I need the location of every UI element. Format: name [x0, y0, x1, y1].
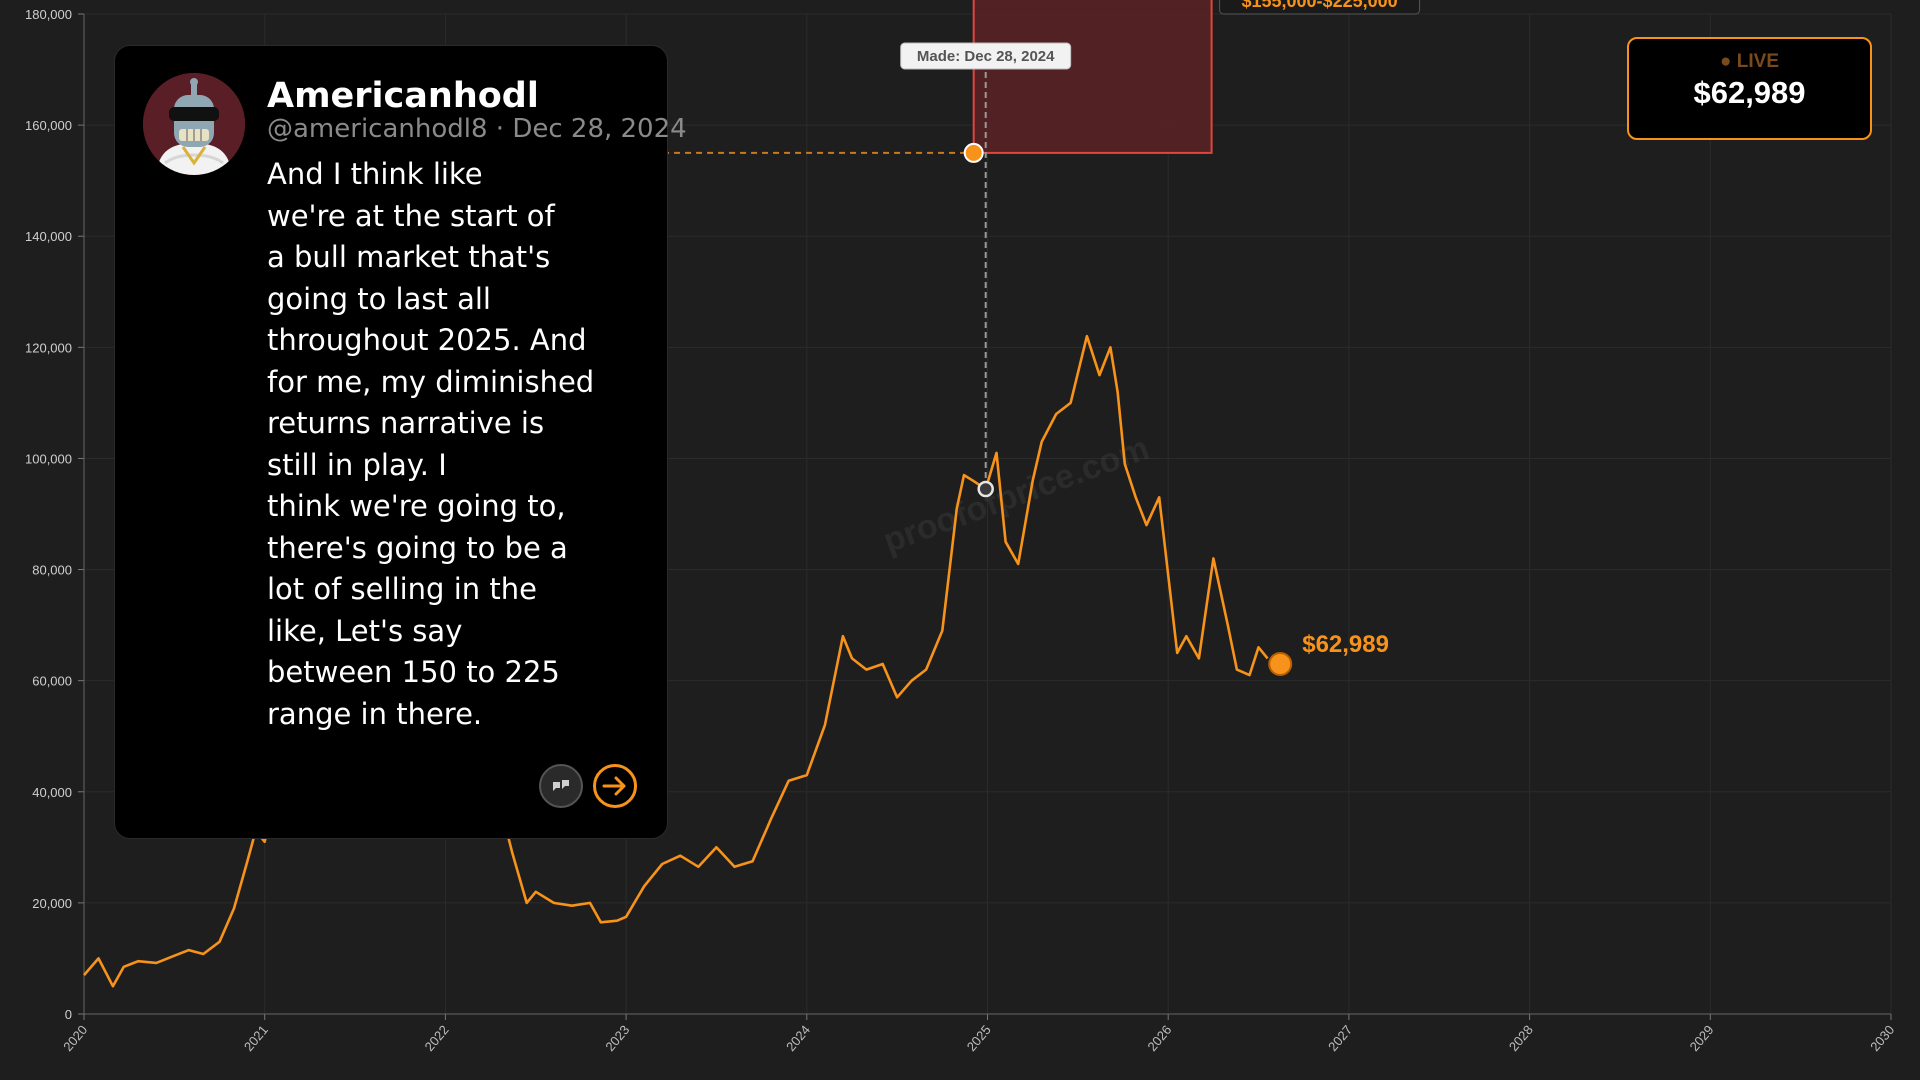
made-label: Made: Dec 28, 2024 [917, 48, 1055, 65]
open-tweet-button[interactable] [593, 764, 637, 808]
arrow-right-icon [602, 776, 626, 796]
x-tick-label: 2030 [1867, 1022, 1897, 1054]
tweet-text: And I think like we're at the start of a… [267, 157, 595, 731]
y-tick-label: 60,000 [32, 674, 72, 689]
x-tick-label: 2025 [964, 1022, 994, 1054]
x-tick-label: 2020 [60, 1022, 90, 1054]
y-tick-label: 140,000 [25, 229, 72, 244]
quote-button[interactable] [539, 764, 583, 808]
current-price-label: $62,989 [1302, 631, 1389, 658]
x-tick-label: 2028 [1506, 1022, 1536, 1054]
x-tick-label: 2022 [422, 1022, 452, 1054]
x-tick-label: 2023 [602, 1022, 632, 1054]
live-label: ● LIVE [1720, 51, 1779, 72]
current-price-point [1268, 652, 1293, 676]
y-tick-label: 80,000 [32, 563, 72, 578]
y-tick-label: 100,000 [25, 451, 72, 466]
y-tick-label: 20,000 [32, 896, 72, 911]
y-tick-label: 120,000 [25, 340, 72, 355]
made-price-point [977, 480, 994, 498]
x-tick-label: 2021 [241, 1022, 271, 1054]
y-tick-label: 180,000 [25, 7, 72, 22]
y-tick-label: 40,000 [32, 785, 72, 800]
x-tick-label: 2026 [1144, 1022, 1174, 1054]
x-tick-label: 2024 [783, 1022, 813, 1054]
prediction-target: $155,000-$225,000 Made: Dec 28, 2024 [355, 0, 1421, 489]
y-tick-label: 0 [65, 1007, 72, 1022]
author-handle-date: @americanhodl8 · Dec 28, 2024 [267, 114, 687, 144]
watermark: proofofprice.com [878, 429, 1154, 560]
x-tick-label: 2029 [1687, 1022, 1717, 1054]
y-tick-label: 160,000 [25, 118, 72, 133]
range-label-box [1219, 0, 1421, 15]
live-price: $62,989 [1693, 75, 1806, 110]
target-zone [972, 0, 1213, 154]
chart-markers: $62,989 [963, 142, 1389, 676]
made-label-box [900, 42, 1072, 70]
target-point [963, 142, 984, 163]
x-tick-label: 2027 [1325, 1022, 1355, 1054]
robot-avatar-icon[interactable] [143, 73, 245, 175]
author-name[interactable]: Americanhodl [267, 76, 539, 116]
tweet-card: Americanhodl @americanhodl8 · Dec 28, 20… [114, 45, 687, 839]
quote-icon [553, 780, 569, 791]
live-price-box: ● LIVE $62,989 [1627, 37, 1872, 140]
range-label: $155,000-$225,000 [1241, 0, 1397, 11]
